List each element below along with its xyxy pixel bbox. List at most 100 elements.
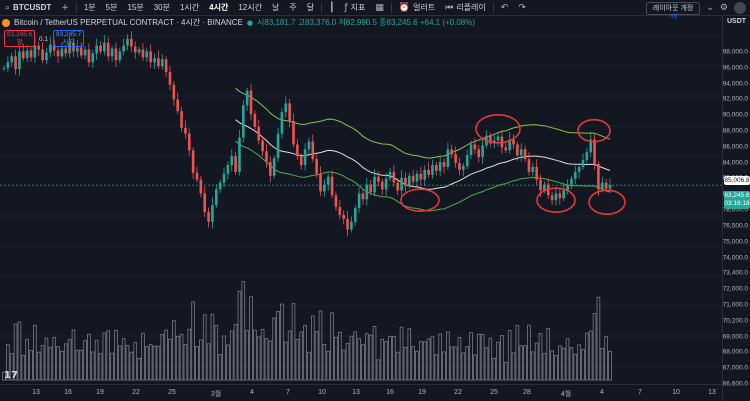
candle-body [160,59,164,67]
candle-body [29,50,33,58]
chart-pane[interactable] [0,16,722,384]
volume-bar [71,329,76,381]
volume-bar [129,351,134,381]
replay-button[interactable]: ⏮ 리플레이 [440,0,491,16]
volume-bar [168,338,172,381]
chevron-down-icon[interactable]: ⌄ [706,3,714,13]
annotation-ellipse [588,189,626,215]
candle-body [230,156,234,165]
interval-6[interactable]: 12시간 [238,3,262,12]
price-axis[interactable]: USDT 98,000.0 96,000.0 94,000.0 92,000.0 90,… [722,16,750,401]
candle-body [226,164,230,174]
volume-bar [588,330,593,381]
volume-bar [604,336,608,381]
mid-line [235,119,611,190]
settings-icon[interactable]: ⚙ [719,3,728,13]
save-layout-button[interactable]: 레이아웃 개정 저장 [645,1,701,20]
indicators-button[interactable]: ƒ 지표 [339,0,370,16]
candle-body [203,193,207,212]
candle-body [516,144,519,156]
bitcoin-icon [2,18,10,27]
interval-2[interactable]: 15분 [127,3,144,12]
volume-bar [411,346,415,381]
candle-body [477,149,481,158]
candle-body [257,126,261,141]
volume-bar [376,359,381,381]
time-tick: 16 [64,389,72,396]
candle-body [400,177,403,191]
avatar[interactable] [734,2,746,14]
candle-body [149,51,152,63]
candle-body [469,144,473,156]
buy-button[interactable]: 83,245.7 사자 [53,30,85,47]
interval-1[interactable]: 5분 [105,3,118,12]
annotation-ellipse [400,188,440,213]
replay-icon: ⏮ [445,2,454,13]
interval-5[interactable]: 4시간 [209,3,229,12]
symbol-search[interactable]: ⌕ BTCUSDT [0,0,56,16]
time-tick: 13 [708,389,716,396]
replay-label: 리플레이 [456,3,486,12]
candle-body [184,127,187,134]
candle-body [411,175,415,182]
volume-bar [36,351,41,381]
volume-bar [48,346,53,381]
time-axis[interactable]: 13 16 19 22 25 3월 4 7 10 13 16 19 22 25 28 4월 4 7 10 13 [0,384,722,401]
save-label: 레이아웃 개정 [652,4,694,12]
price-chart[interactable] [0,16,722,384]
volume-bar [179,333,184,381]
candle-body [265,151,268,163]
candle-body [438,162,442,171]
candle-body [554,193,558,201]
volume-bar [40,345,45,381]
price-tick: 78,000.0 [722,206,748,214]
volume-bar [137,357,141,381]
time-tick: 22 [132,389,140,396]
volume-bar [214,325,219,381]
candle-body [118,51,122,61]
interval-4[interactable]: 1시간 [179,3,200,12]
volume-bar [210,313,215,381]
candle-body [465,155,469,166]
volume-bar [6,344,10,381]
legend-title[interactable]: Bitcoin / TetherUS PERPETUAL CONTRACT · … [14,18,243,27]
candle-body [126,38,129,46]
volume-bar [295,338,300,381]
interval-9[interactable]: 달 [306,3,315,12]
volume-bar [569,347,574,381]
price-tick: 71,000.0 [722,301,748,309]
volume-bar [368,334,373,381]
volume-bar [492,357,497,381]
candle-body [523,149,527,160]
time-tick: 3월 [210,391,222,398]
undo-button[interactable]: ↶ [496,0,514,16]
interval-8[interactable]: 주 [289,3,297,12]
interval-3[interactable]: 30분 [153,3,170,12]
grid-icon: ▦ [375,2,384,13]
time-tick: 19 [96,389,104,396]
time-tick: 13 [352,389,360,396]
add-symbol-button[interactable]: + [56,0,74,16]
candle-body [407,175,411,186]
redo-button[interactable]: ↷ [513,0,531,16]
volume-bar [476,333,481,381]
candle-style-button[interactable]: ┃ [324,0,339,16]
tradingview-logo[interactable]: 17 [4,370,18,381]
interval-7[interactable]: 날 [271,3,280,12]
volume-bar [573,354,578,381]
candle-body [187,133,191,151]
volume-bar [546,328,551,381]
volume-bar [399,326,404,381]
interval-0[interactable]: 1분 [83,3,96,12]
candle-body [431,164,434,175]
sell-button[interactable]: 83,245.6 팔 [4,30,36,47]
candle-body [350,221,353,230]
templates-button[interactable]: ▦ [370,0,389,16]
alert-button[interactable]: ⏰ 얼러트 [394,0,440,16]
volume-bar [534,342,539,381]
candle-body [384,178,388,190]
price-tick: 84,000.0 [722,159,748,167]
time-tick: 7 [638,389,642,396]
candle-body [284,103,288,113]
volume-bar [87,333,91,381]
